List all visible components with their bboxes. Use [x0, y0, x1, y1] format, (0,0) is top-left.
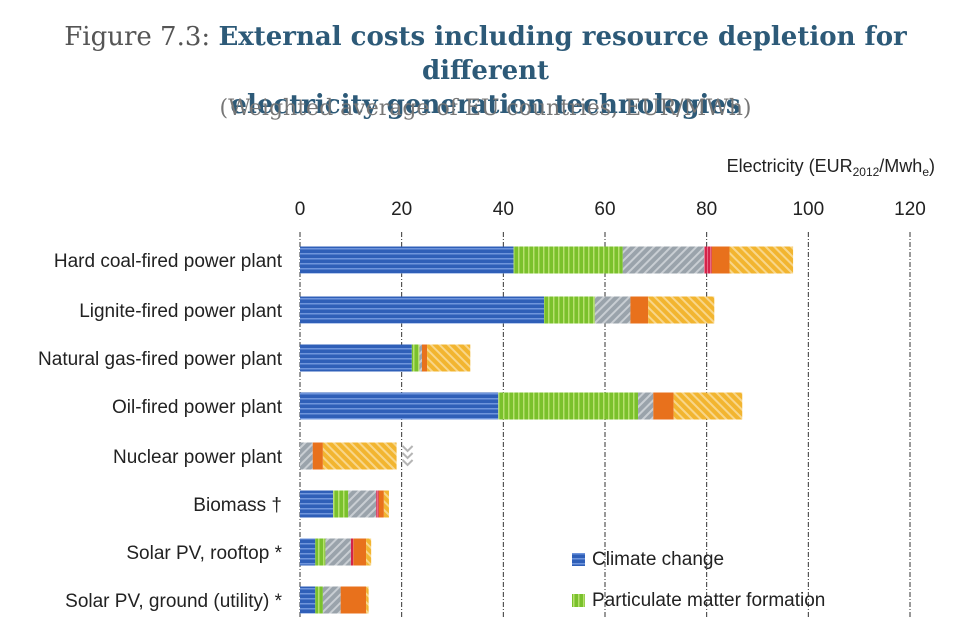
- bar-segment: [322, 586, 341, 614]
- bar-segment: [630, 296, 649, 324]
- legend-label-climate: Climate change: [592, 549, 724, 570]
- bar-segment: [300, 296, 544, 324]
- bar-segment: [498, 392, 639, 420]
- bar-segment: [300, 246, 514, 274]
- bar-segment: [300, 442, 313, 470]
- category-label: Nuclear power plant: [113, 447, 283, 468]
- bar-segment: [300, 392, 499, 420]
- unit-label-sub1: 2012: [853, 165, 880, 179]
- bar-segment: [322, 442, 397, 470]
- category-labels: Hard coal-fired power plant Lignite-fired…: [38, 251, 283, 612]
- figure-title-line2: electricity generation technologies: [230, 90, 741, 120]
- tick-label-100: 100: [792, 199, 824, 220]
- category-label: Solar PV, rooftop *: [126, 543, 282, 564]
- bar-segment: [729, 246, 794, 274]
- category-label: Oil-fired power plant: [112, 397, 283, 418]
- bar-segment: [622, 246, 705, 274]
- category-label: Biomass †: [193, 495, 282, 516]
- legend-swatch-climate: [572, 553, 585, 566]
- bar-segment: [300, 344, 412, 372]
- unit-label-sub2: e: [922, 165, 929, 179]
- bar-segment: [513, 246, 623, 274]
- axis-break-marker: [401, 445, 414, 467]
- bar-segment: [427, 344, 471, 372]
- bar-segment: [315, 538, 326, 566]
- bar-segment: [325, 538, 351, 566]
- figure-title: Figure 7.3: External costs including res…: [0, 20, 971, 122]
- unit-label-pre: Electricity (EUR: [727, 156, 853, 176]
- bar-segment: [300, 490, 334, 518]
- bar-segment: [383, 490, 389, 518]
- bar-segment: [648, 296, 715, 324]
- bar-segment: [350, 538, 354, 566]
- tick-label-40: 40: [493, 199, 514, 220]
- legend: Climate change Particulate matter format…: [572, 549, 825, 611]
- bar-segment: [366, 538, 372, 566]
- bar-segment: [594, 296, 631, 324]
- bar-segment: [312, 442, 323, 470]
- unit-label-post: ): [929, 156, 935, 176]
- bar-segment: [315, 586, 323, 614]
- category-label: Hard coal-fired power plant: [54, 251, 283, 272]
- bar-segment: [419, 344, 422, 372]
- tick-label-60: 60: [594, 199, 615, 220]
- bar-segment: [411, 344, 420, 372]
- bar-segment: [333, 490, 349, 518]
- bar-segment: [300, 586, 316, 614]
- figure-number: Figure 7.3:: [64, 22, 211, 52]
- x-axis-ticks: 0 20 40 60 80 100 120: [295, 199, 926, 220]
- tick-label-120: 120: [894, 199, 926, 220]
- bar-segment: [638, 392, 654, 420]
- figure-title-line1: External costs including resource deplet…: [218, 22, 907, 86]
- figure-subtitle: (Weighted average of EU countries, EUR/M…: [219, 96, 752, 121]
- bar-segment: [353, 538, 367, 566]
- unit-label: Electricity (EUR2012/Mwhe): [727, 156, 935, 179]
- bar-segment: [366, 586, 369, 614]
- unit-label-mid: /Mwh: [879, 156, 922, 176]
- bar-segment: [673, 392, 743, 420]
- category-label: Lignite-fired power plant: [79, 301, 283, 322]
- tick-label-80: 80: [696, 199, 717, 220]
- tick-label-20: 20: [391, 199, 412, 220]
- bar-segment: [653, 392, 674, 420]
- bar-segment: [711, 246, 730, 274]
- bar-segment: [544, 296, 595, 324]
- bar-segment: [704, 246, 712, 274]
- bar-segment: [422, 344, 428, 372]
- tick-label-0: 0: [295, 199, 306, 220]
- bar-segment: [340, 586, 367, 614]
- legend-label-particulate: Particulate matter formation: [592, 590, 825, 611]
- bars: [300, 246, 794, 614]
- category-label: Solar PV, ground (utility) *: [65, 591, 282, 612]
- legend-swatch-particulate: [572, 594, 585, 607]
- bar-segment: [300, 538, 316, 566]
- bar-segment: [376, 490, 379, 518]
- category-label: Natural gas-fired power plant: [38, 349, 283, 370]
- bar-segment: [378, 490, 384, 518]
- bar-segment: [348, 490, 377, 518]
